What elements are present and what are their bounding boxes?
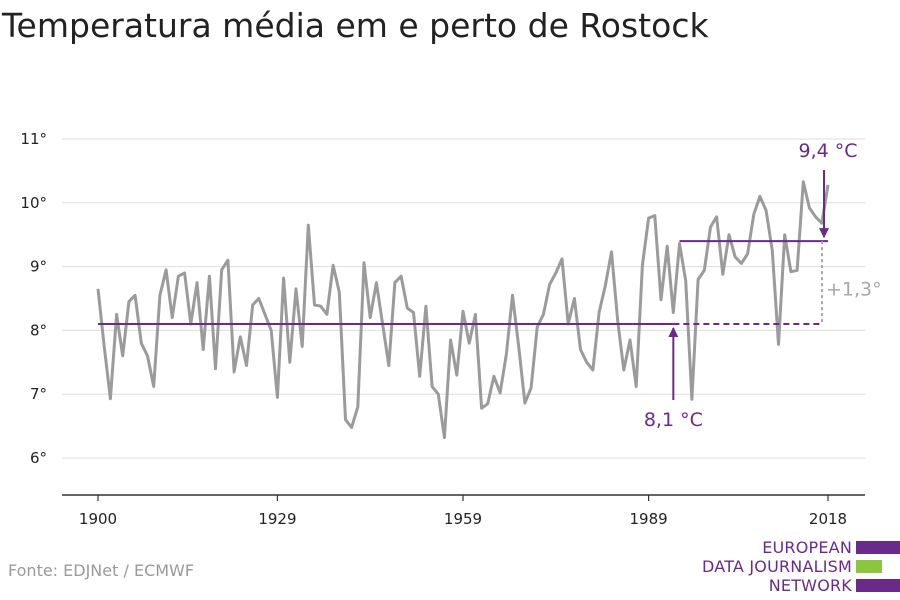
logo-line-1: EUROPEAN (762, 538, 852, 557)
logo-bar-2 (856, 560, 882, 573)
logo-line-2: DATA JOURNALISM (702, 557, 852, 576)
x-tick-label: 2018 (809, 510, 847, 528)
annotation-baseline-mean: 8,1 °C (644, 409, 703, 431)
x-tick-label: 1959 (444, 510, 482, 528)
x-tick-label: 1929 (258, 510, 296, 528)
y-tick-label: 11° (20, 130, 47, 148)
chart-title: Temperatura média em e perto de Rostock (2, 6, 709, 45)
annotation-recent-mean: 9,4 °C (798, 140, 857, 162)
y-tick-label: 10° (20, 194, 47, 212)
y-tick-label: 6° (30, 449, 47, 467)
temperature-series-line (96, 180, 830, 440)
annotation-difference: +1,3° (826, 279, 882, 301)
x-tick-label: 1900 (79, 510, 117, 528)
x-tick-label: 1989 (629, 510, 667, 528)
y-tick-label: 7° (30, 385, 47, 403)
logo-line-3: NETWORK (768, 576, 852, 595)
y-tick-label: 9° (30, 258, 47, 276)
y-tick-label: 8° (30, 321, 47, 339)
logo-bar-1 (856, 541, 900, 554)
source-note: Fonte: EDJNet / ECMWF (8, 561, 195, 580)
edjnet-logo: EUROPEAN DATA JOURNALISM NETWORK (690, 538, 900, 600)
logo-bar-3 (856, 579, 900, 592)
